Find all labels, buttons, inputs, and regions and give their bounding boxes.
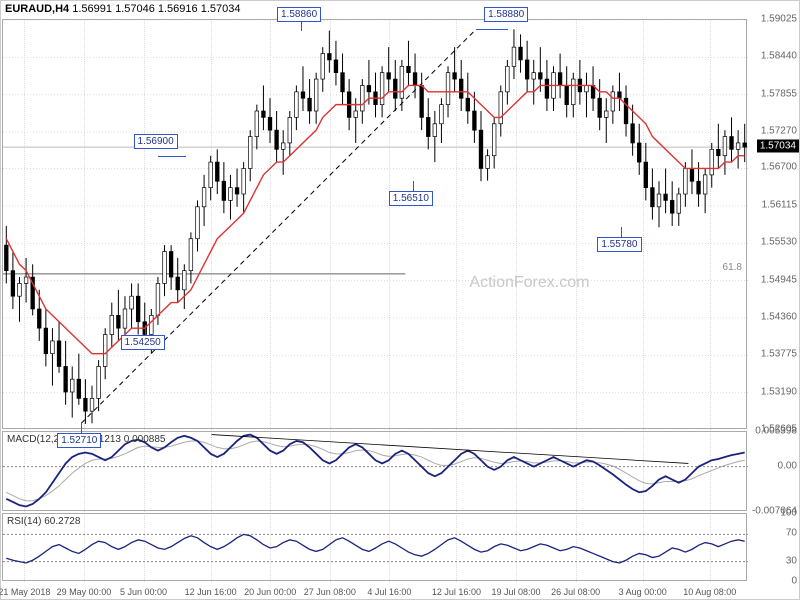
- y-tick-label: 1.58440: [761, 51, 797, 62]
- rsi-title: RSI(14) 60.2728: [7, 516, 80, 527]
- x-tick-label: 26 Jul 08:00: [551, 587, 600, 597]
- price-annotation: 1.56510: [389, 191, 433, 206]
- chart-title: EURAUD,H4 1.56991 1.57046 1.56916 1.5703…: [5, 3, 240, 15]
- rsi-chart-svg: [3, 514, 748, 582]
- y-tick-label: 1.53775: [761, 349, 797, 360]
- rsi-y-label: 30: [786, 555, 797, 566]
- y-tick-label: 1.53190: [761, 386, 797, 397]
- rsi-y-axis: 03070100: [746, 513, 799, 581]
- price-chart-svg: [3, 20, 748, 430]
- rsi-y-label: 0: [791, 576, 797, 587]
- price-annotation: 1.56900: [134, 134, 178, 149]
- y-tick-label: 1.56115: [762, 199, 797, 210]
- y-tick-label: 1.59025: [761, 14, 797, 25]
- rsi-panel[interactable]: RSI(14) 60.2728: [2, 513, 747, 581]
- x-tick-label: 10 Aug 08:00: [683, 587, 736, 597]
- price-annotation: 1.58860: [277, 7, 321, 22]
- x-tick-label: 12 Jul 16:00: [432, 587, 481, 597]
- price-annotation: 1.52710: [57, 433, 101, 448]
- y-tick-label: 1.54360: [761, 311, 797, 322]
- price-panel[interactable]: ActionForex.com 1.527101.542501.569001.5…: [2, 19, 747, 429]
- macd-y-label: 0.00: [778, 460, 797, 471]
- macd-panel[interactable]: MACD(12,26,9) 0.001213 0.000885: [2, 431, 747, 511]
- rsi-y-label: 70: [786, 528, 797, 539]
- x-tick-label: 5 Jun 00:00: [120, 587, 167, 597]
- x-tick-label: 21 May 2018: [0, 587, 50, 597]
- price-annotation: 1.54250: [121, 335, 165, 350]
- symbol-label: EURAUD,H4: [5, 3, 69, 15]
- macd-y-axis: -0.0070640.000.005398: [746, 431, 799, 511]
- x-tick-label: 29 May 00:00: [57, 587, 112, 597]
- fib-label: 61.8: [723, 262, 742, 273]
- price-annotation: 1.55780: [597, 237, 641, 252]
- x-tick-label: 27 Jun 08:00: [304, 587, 356, 597]
- y-tick-label: 1.57270: [761, 126, 797, 137]
- x-tick-label: 12 Jun 16:00: [185, 587, 237, 597]
- y-tick-label: 1.54945: [761, 274, 797, 285]
- x-tick-label: 3 Aug 00:00: [619, 587, 667, 597]
- chart-container: EURAUD,H4 1.56991 1.57046 1.56916 1.5703…: [0, 0, 800, 600]
- y-tick-label: 1.57855: [761, 88, 797, 99]
- price-annotation: 1.58880: [484, 7, 528, 22]
- x-tick-label: 20 Jun 00:00: [244, 587, 296, 597]
- price-y-axis: 1.526051.531901.537751.543601.549451.555…: [746, 19, 799, 429]
- time-x-axis: 21 May 2018 29 May 00:00 5 Jun 00:00 12 Jun…: [2, 581, 747, 599]
- ohlc-values: 1.56991 1.57046 1.56916 1.57034: [72, 3, 240, 15]
- macd-y-label: 0.005398: [755, 426, 797, 437]
- y-tick-label: 1.55530: [761, 237, 797, 248]
- current-price-label: 1.57034: [757, 140, 799, 153]
- y-tick-label: 1.56700: [761, 162, 797, 173]
- x-tick-label: 19 Jul 08:00: [492, 587, 541, 597]
- rsi-y-label: 100: [780, 508, 797, 519]
- x-tick-label: 4 Jul 16:00: [367, 587, 411, 597]
